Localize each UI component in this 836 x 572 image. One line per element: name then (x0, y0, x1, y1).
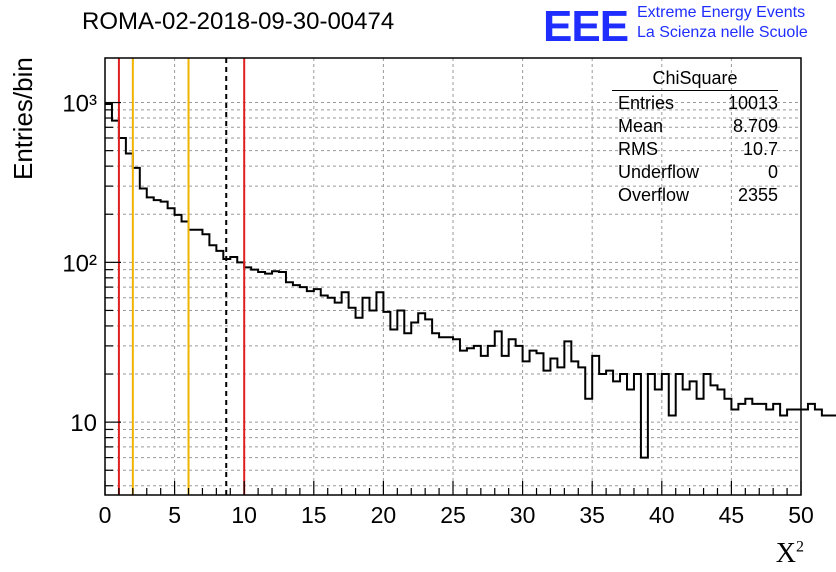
logo-text: Extreme Energy Events La Scienza nelle S… (637, 3, 808, 43)
stats-row: RMS 10.7 (612, 138, 778, 161)
stats-value: 10013 (727, 93, 778, 113)
axis-ticks (104, 101, 802, 495)
x-axis-label-superscript: 2 (796, 538, 804, 556)
y-tick-label: 10 (70, 410, 97, 437)
stats-value: 0 (767, 162, 778, 182)
stats-value: 10.7 (742, 139, 778, 159)
x-tick-label: 15 (301, 502, 327, 528)
x-tick-label: 5 (168, 502, 181, 528)
x-tick-label: 0 (99, 502, 112, 528)
stats-row: Overflow 2355 (612, 184, 778, 207)
stats-value: 2355 (737, 185, 778, 205)
y-axis-label: Entries/bin (8, 57, 38, 180)
x-tick-label: 10 (231, 502, 257, 528)
logo-text-line1: Extreme Energy Events (637, 4, 806, 21)
stats-box: ChiSquare Entries 10013 Mean 8.709 RMS 10.7… (612, 68, 778, 207)
histogram-line (105, 102, 836, 459)
chart-title: ROMA-02-2018-09-30-00474 (82, 8, 395, 35)
stats-label: RMS (618, 139, 658, 159)
x-tick-label: 35 (579, 502, 605, 528)
tick-labels: 0 5 10 15 20 25 30 35 40 45 50 10 10² 10³ (62, 91, 813, 528)
x-tick-label: 40 (649, 502, 675, 528)
stats-value: 8.709 (732, 116, 778, 136)
stats-row: Entries 10013 (612, 92, 778, 115)
x-axis-label: X2 (776, 538, 804, 570)
stats-row: Mean 8.709 (612, 115, 778, 138)
stats-row: Underflow 0 (612, 161, 778, 184)
stats-label: Overflow (618, 185, 690, 205)
histogram (105, 102, 836, 459)
x-axis-label-main: X (775, 538, 796, 569)
stats-label: Mean (618, 116, 664, 136)
eee-logo: EEE (543, 2, 629, 51)
y-axis-label-wrapper: Entries/bin (8, 40, 40, 190)
grid-lines (105, 58, 801, 495)
x-tick-label: 50 (788, 502, 814, 528)
x-tick-label: 25 (440, 502, 466, 528)
stats-label: Entries (618, 93, 675, 113)
y-tick-label: 10² (62, 250, 97, 277)
y-tick-label: 10³ (62, 91, 97, 118)
x-tick-label: 30 (510, 502, 536, 528)
x-tick-label: 45 (719, 502, 745, 528)
stats-title: ChiSquare (612, 68, 778, 91)
logo-text-line2: La Scienza nelle Scuole (637, 24, 808, 41)
stats-label: Underflow (618, 162, 700, 182)
x-tick-label: 20 (371, 502, 397, 528)
